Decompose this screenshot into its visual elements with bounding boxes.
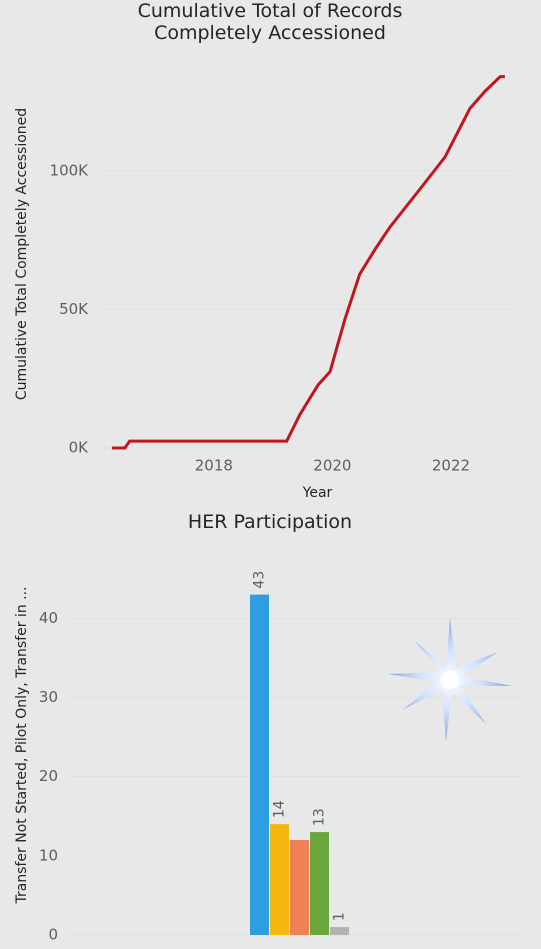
data-label: 14 <box>272 800 288 818</box>
bar <box>290 840 309 935</box>
bar <box>330 927 349 935</box>
y-tick-label: 20 <box>39 767 58 785</box>
data-label: 1 <box>332 912 348 921</box>
y-axis-label: Transfer Not Started, Pilot Only, Transf… <box>14 586 30 904</box>
x-tick-label: 2022 <box>432 457 470 475</box>
y-tick-label: 40 <box>39 609 58 627</box>
chart-title: Cumulative Total of Records Completely A… <box>137 0 403 44</box>
y-tick-label: 0 <box>48 926 58 944</box>
y-tick-label: 0K <box>69 439 90 457</box>
y-tick-label: 50K <box>59 300 89 318</box>
bar <box>270 824 289 935</box>
star-decoration <box>388 618 512 742</box>
bar <box>310 832 329 935</box>
y-tick-label: 100K <box>50 161 90 179</box>
y-tick-label: 10 <box>39 846 58 864</box>
x-tick-label: 2018 <box>195 457 233 475</box>
x-tick-label: 2020 <box>313 457 351 475</box>
y-axis-label: Cumulative Total Completely Accessioned <box>14 108 30 400</box>
chart-title: HER Participation <box>187 511 353 533</box>
y-tick-label: 30 <box>39 688 58 706</box>
data-label: 43 <box>252 571 268 589</box>
bar <box>250 594 269 935</box>
data-label: 13 <box>312 808 328 826</box>
x-axis-label: Year <box>302 485 333 501</box>
line <box>111 75 505 450</box>
